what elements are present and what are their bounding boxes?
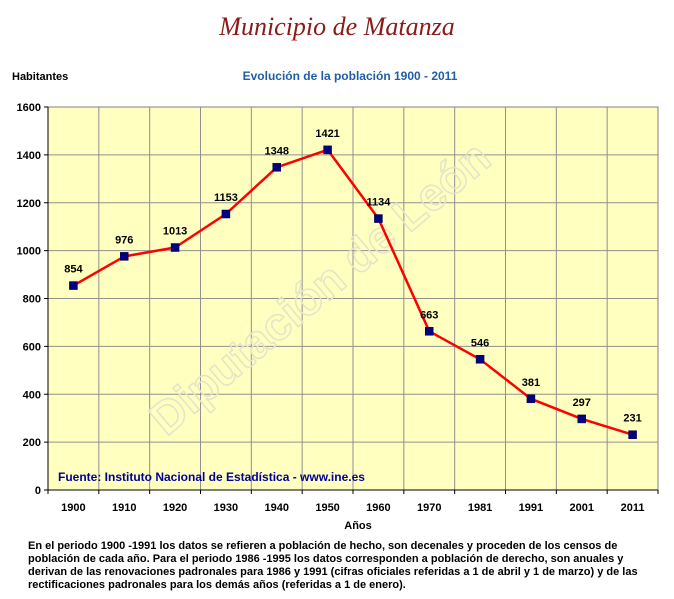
data-point [120,252,129,261]
data-point [628,430,637,439]
y-tick-label: 800 [23,294,41,306]
y-tick-label: 600 [23,341,41,353]
y-tick-label: 400 [23,389,41,401]
y-tick-label: 0 [35,485,41,497]
x-tick-label: 1920 [163,502,187,514]
data-label: 854 [64,264,83,276]
x-tick-label: 1910 [112,502,136,514]
data-label: 1013 [163,226,187,238]
data-label: 1348 [265,145,289,157]
y-tick-label: 200 [23,437,41,449]
population-line-chart: Diputación de León 020040060080010001200… [12,69,659,532]
data-point [323,145,332,155]
data-point [170,243,180,252]
page-title: Municipio de Matanza [219,12,455,41]
y-tick-label: 1000 [17,246,41,258]
x-tick-label: 1960 [366,502,390,514]
data-point [577,414,586,424]
data-point [272,163,281,172]
data-point [221,209,231,219]
footnote-text: En el periodo 1900 -1991 los datos se re… [28,540,638,591]
x-tick-label: 1950 [315,502,339,514]
x-axis-label: Años [344,520,372,532]
x-tick-label: 2001 [570,502,594,514]
x-tick-label: 1940 [265,502,289,514]
data-point [475,355,485,364]
data-label: 1134 [366,197,391,209]
x-tick-label: 1981 [468,502,492,514]
data-point [425,327,434,336]
x-tick-label: 1970 [417,502,441,514]
chart-title: Evolución de la población 1900 - 2011 [243,69,458,83]
data-label: 1421 [315,128,339,140]
source-note: Fuente: Instituto Nacional de Estadístic… [58,470,365,484]
data-point [69,281,78,290]
data-label: 1153 [214,192,238,204]
y-tick-label: 1200 [17,198,41,210]
data-label: 297 [573,397,591,409]
y-tick-label: 1600 [17,102,41,114]
y-tick-label: 1400 [17,150,41,162]
data-label: 663 [420,309,438,321]
data-label: 231 [623,413,641,425]
data-point [526,394,536,404]
series-line [72,148,633,436]
y-axis-label: Habitantes [12,71,68,83]
x-tick-label: 1900 [61,502,85,514]
data-label: 976 [115,234,133,246]
x-tick-label: 1930 [214,502,238,514]
data-point [374,214,383,223]
data-label: 381 [522,377,540,389]
x-tick-label: 2011 [621,502,645,514]
x-tick-label: 1991 [519,502,543,514]
data-label: 546 [471,337,489,349]
